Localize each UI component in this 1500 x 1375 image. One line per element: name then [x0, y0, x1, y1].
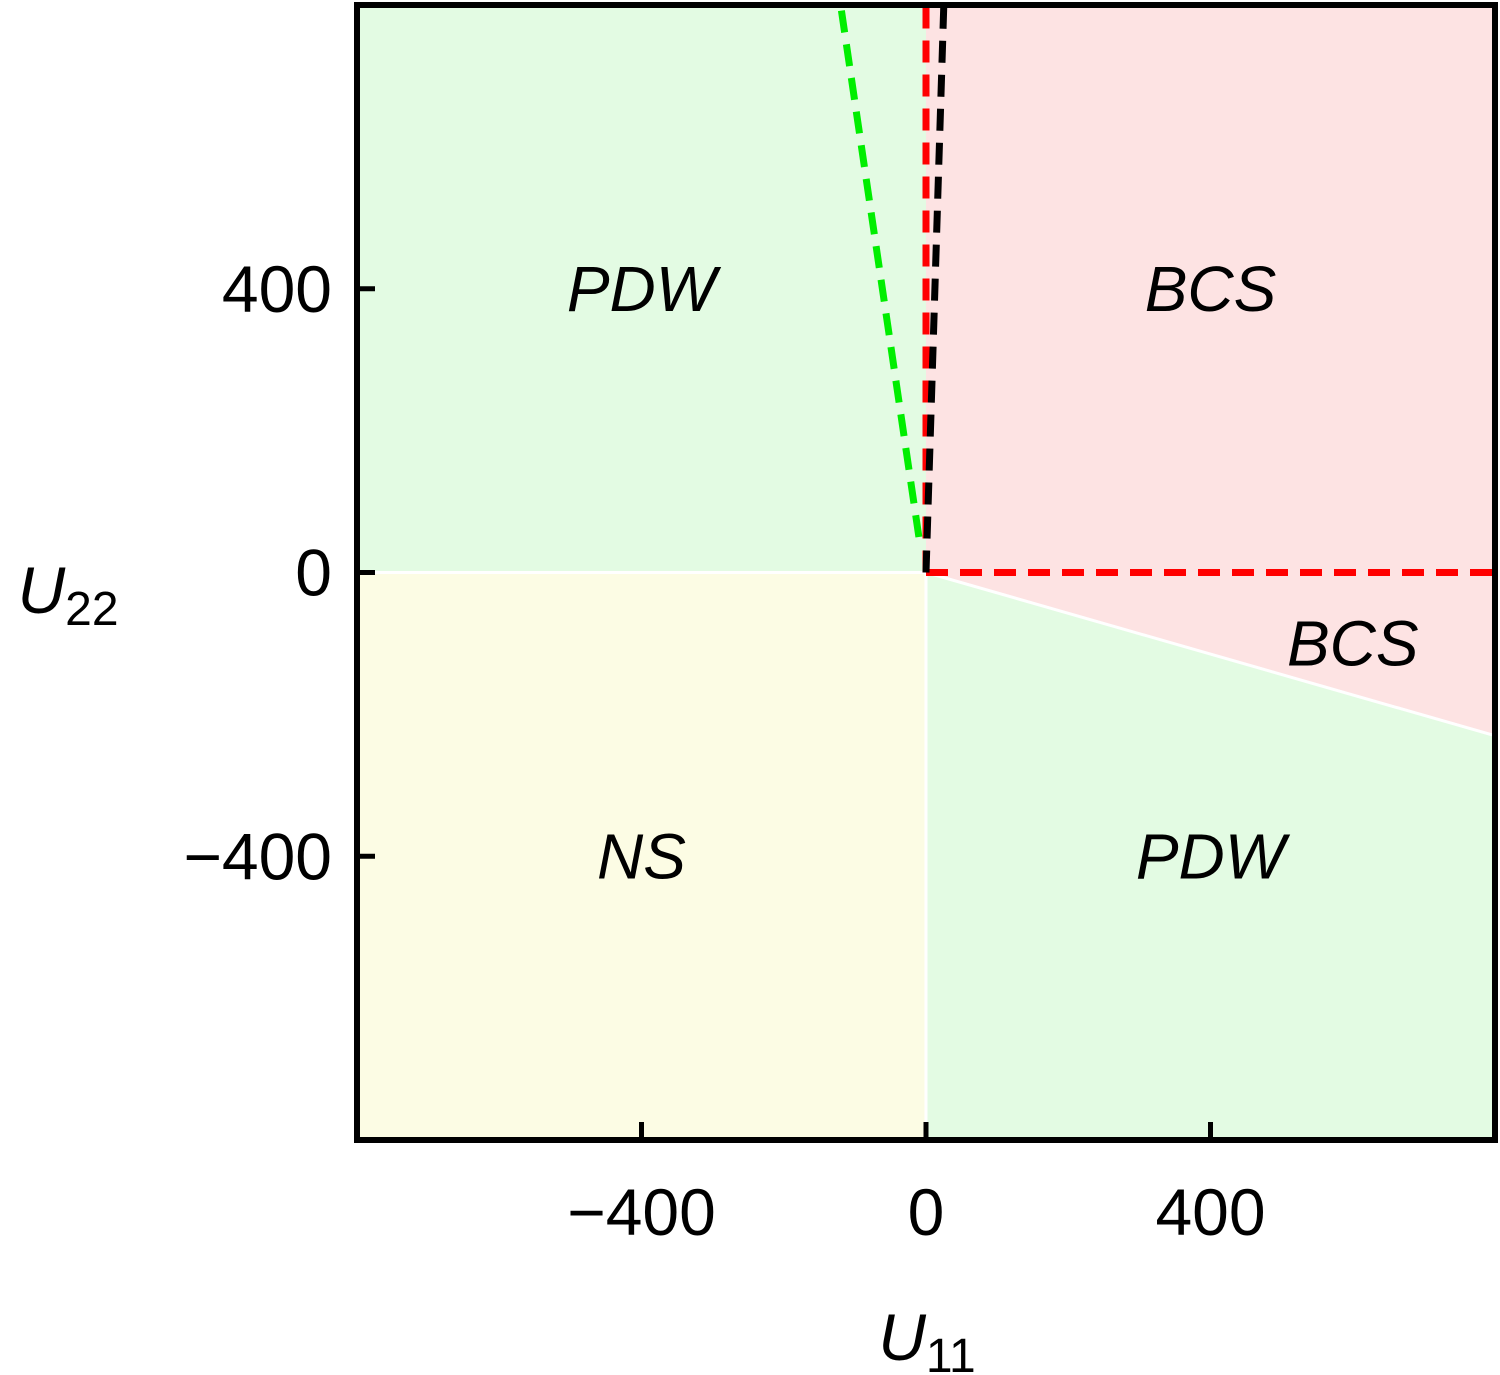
x-tick-label-2: 400 — [1155, 1175, 1265, 1249]
region-label-bcs-2: BCS — [1287, 607, 1419, 679]
region-boundary-1 — [925, 571, 1496, 738]
y-axis-label: U22 — [17, 553, 118, 636]
boundary-line-black-line-3 — [922, 4, 948, 573]
region-label-ns-3: NS — [597, 820, 686, 892]
x-axis-label: U11 — [878, 1300, 976, 1375]
region-labels: PDW BCS BCS NS PDW — [567, 253, 1419, 893]
phase-regions — [357, 5, 1495, 1140]
region-label-pdw-4: PDW — [1136, 820, 1291, 892]
region-ns-3 — [357, 572, 926, 1140]
x-axis-label-sub: 11 — [926, 1330, 976, 1375]
y-axis-label-main: U — [17, 553, 65, 627]
y-tick-label-0: 400 — [222, 252, 332, 326]
region-label-pdw-0: PDW — [567, 253, 722, 325]
region-bcs-1 — [926, 5, 1495, 573]
boundary-line-green-line-0 — [837, 4, 923, 538]
region-pdw-4 — [926, 572, 1495, 1140]
region-label-bcs-1: BCS — [1145, 253, 1277, 325]
y-tick-label-1: 0 — [295, 536, 332, 610]
x-tick-label-1: 0 — [908, 1175, 945, 1249]
x-axis-label-main: U — [878, 1300, 926, 1374]
y-axis-label-sub: 22 — [65, 583, 118, 636]
region-pdw-0 — [357, 5, 926, 573]
x-tick-label-0: −400 — [567, 1175, 716, 1249]
phase-boundary-lines — [837, 4, 1495, 576]
axis-ticks: −400 0 400 400 0 −400 — [183, 252, 1265, 1249]
region-boundaries — [357, 571, 1496, 1140]
y-tick-label-2: −400 — [183, 819, 332, 893]
